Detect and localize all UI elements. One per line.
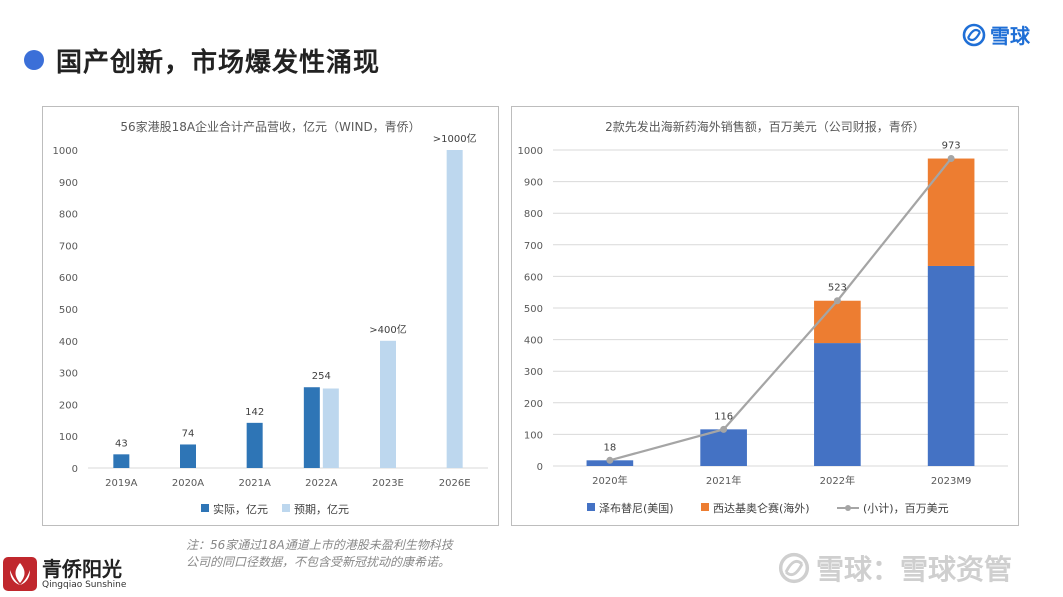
x-tick-label: 2023E xyxy=(372,478,404,489)
y-tick-label: 700 xyxy=(524,241,543,252)
xueqiu-logo-icon xyxy=(962,23,986,46)
watermark: 雪球：雪球资管 xyxy=(778,548,1012,588)
y-tick-label: 500 xyxy=(59,305,78,316)
y-tick-label: 1000 xyxy=(518,146,543,157)
y-tick-label: 500 xyxy=(524,304,543,315)
bar xyxy=(927,158,975,266)
xueqiu-logo: 雪球 xyxy=(962,20,1030,49)
bar xyxy=(322,388,339,468)
bar xyxy=(814,343,861,466)
brand-top-text: 雪球 xyxy=(990,24,1030,48)
chart-title: 56家港股18A企业合计产品营收，亿元（WIND，青侨） xyxy=(120,119,420,134)
y-tick-label: 400 xyxy=(59,337,78,348)
data-label: >1000亿 xyxy=(433,132,477,145)
line-point xyxy=(606,456,614,464)
legend-swatch xyxy=(587,503,595,511)
line-point xyxy=(833,297,841,305)
legend-swatch xyxy=(282,504,290,512)
y-tick-label: 1000 xyxy=(53,146,78,157)
overseas-sales-chart: 2款先发出海新药海外销售额，百万美元（公司财报，青侨） 0 100 200 300 400… xyxy=(518,119,1008,515)
data-label: 116 xyxy=(714,411,733,422)
legend-swatch-point xyxy=(845,505,851,511)
legend-label: 实际，亿元 xyxy=(213,502,268,516)
y-tick-label: 800 xyxy=(59,210,78,221)
bar xyxy=(113,454,130,468)
data-label: 18 xyxy=(604,442,617,453)
x-tick-label: 2026E xyxy=(439,478,471,489)
x-tick-label: 2023M9 xyxy=(931,476,971,487)
footnote: 注：56家通过18A通道上市的港股未盈利生物科技 公司的同口径数据，不包含受新冠… xyxy=(186,537,453,571)
y-tick-label: 600 xyxy=(59,273,78,284)
y-tick-label: 600 xyxy=(524,272,543,283)
x-tick-label: 2020年 xyxy=(592,474,627,487)
legend-label: (小计)，百万美元 xyxy=(863,502,949,515)
chart-panel-overseas-sales: 2款先发出海新药海外销售额，百万美元（公司财报，青侨） 0 100 200 300 400… xyxy=(511,106,1019,526)
y-tick-label: 700 xyxy=(59,241,78,252)
data-label: 74 xyxy=(182,428,195,439)
y-tick-label: 200 xyxy=(524,399,543,410)
y-tick-label: 300 xyxy=(59,369,78,380)
data-label: 43 xyxy=(115,438,128,449)
total-line xyxy=(609,157,952,462)
data-label: >400亿 xyxy=(369,323,406,336)
legend-swatch xyxy=(201,504,209,512)
x-tick-label: 2019A xyxy=(105,478,137,489)
bar xyxy=(700,429,747,466)
chart-title: 2款先发出海新药海外销售额，百万美元（公司财报，青侨） xyxy=(605,119,925,134)
line-point xyxy=(720,425,728,433)
y-tick-label: 300 xyxy=(524,367,543,378)
qingqiao-logo-icon xyxy=(3,557,37,591)
x-tick-label: 2021年 xyxy=(706,474,741,487)
data-label: 523 xyxy=(828,283,847,294)
watermark-text: 雪球：雪球资管 xyxy=(816,553,1013,586)
bar xyxy=(380,340,396,468)
bar xyxy=(180,444,196,468)
chart-panel-revenue: 56家港股18A企业合计产品营收，亿元（WIND，青侨） 0 100 200 300 40… xyxy=(42,106,499,526)
watermark-logo-icon xyxy=(778,552,810,584)
x-tick-label: 2021A xyxy=(239,478,271,489)
page-title: 国产创新，市场爆发性涌现 xyxy=(56,48,381,78)
bar xyxy=(927,265,975,466)
y-tick-label: 100 xyxy=(59,432,78,443)
y-tick-label: 800 xyxy=(524,209,543,220)
y-tick-label: 200 xyxy=(59,400,78,411)
y-tick-label: 400 xyxy=(524,336,543,347)
x-tick-label: 2022年 xyxy=(820,474,855,487)
footnote-line-2: 公司的同口径数据，不包含受新冠扰动的康希诺。 xyxy=(186,555,451,569)
bar xyxy=(814,300,861,344)
data-label: 254 xyxy=(312,371,331,382)
data-label: 142 xyxy=(245,407,264,418)
bar xyxy=(303,387,320,468)
y-tick-label: 900 xyxy=(59,178,78,189)
brand-bottom-en: Qingqiao Sunshine xyxy=(42,580,127,590)
legend-label: 西达基奥仑赛(海外) xyxy=(713,501,810,515)
legend-label: 泽布替尼(美国) xyxy=(599,501,674,515)
y-tick-label: 900 xyxy=(524,178,543,189)
bar xyxy=(446,150,463,468)
legend-swatch xyxy=(701,503,709,511)
brand-bottom-cn: 青侨阳光 xyxy=(42,557,122,581)
legend-label: 预期，亿元 xyxy=(294,503,349,516)
data-label: 973 xyxy=(942,141,961,152)
bar xyxy=(246,422,263,468)
y-tick-label: 100 xyxy=(524,430,543,441)
revenue-chart: 56家港股18A企业合计产品营收，亿元（WIND，青侨） 0 100 200 300 40… xyxy=(53,119,488,516)
title-bullet xyxy=(24,50,44,70)
y-tick-label: 0 xyxy=(72,464,78,475)
x-tick-label: 2022A xyxy=(305,478,337,489)
line-point xyxy=(947,155,955,163)
footnote-line-1: 注：56家通过18A通道上市的港股未盈利生物科技 xyxy=(186,538,453,552)
x-tick-label: 2020A xyxy=(172,478,204,489)
qingqiao-logo: 青侨阳光 Qingqiao Sunshine xyxy=(2,556,126,592)
y-tick-label: 0 xyxy=(537,462,543,473)
